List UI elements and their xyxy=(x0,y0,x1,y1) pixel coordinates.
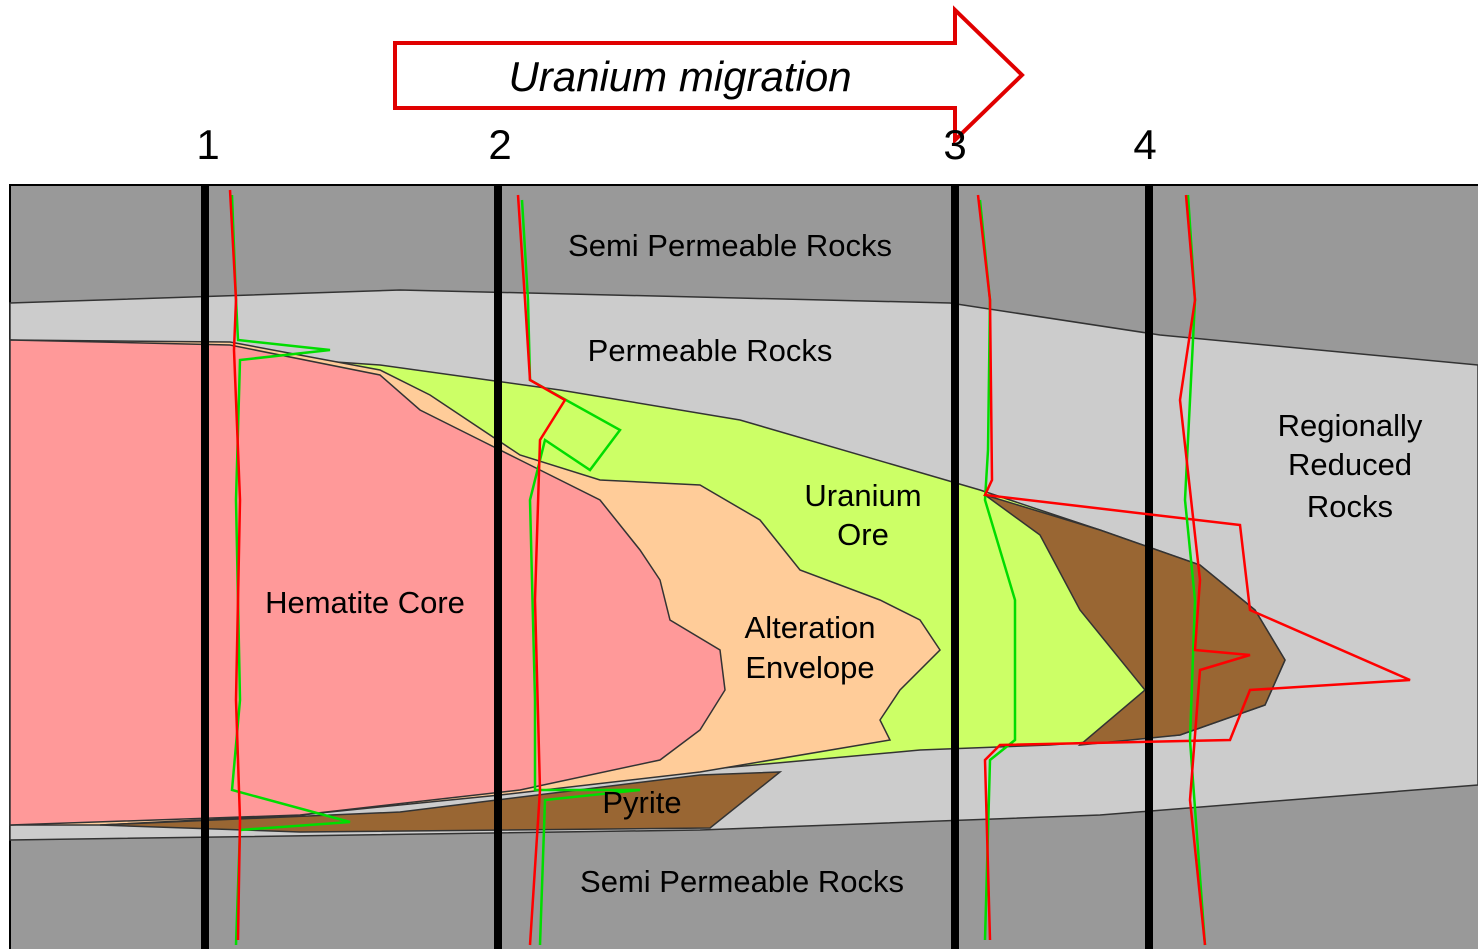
zone-label: Hematite Core xyxy=(265,585,465,620)
zone-label: Uranium xyxy=(804,478,921,513)
migration-arrow xyxy=(393,5,1025,145)
log-curve xyxy=(976,194,1411,941)
zone-label: Regionally xyxy=(1278,408,1423,443)
well-lines xyxy=(201,185,1153,949)
roll-front xyxy=(984,494,1286,746)
well-label: 1 xyxy=(196,121,219,168)
zone-label: Permeable Rocks xyxy=(588,333,833,368)
well-label: 2 xyxy=(488,121,511,168)
log-curve xyxy=(1178,194,1251,946)
log-curve xyxy=(516,194,567,946)
zone-label: Pyrite xyxy=(602,785,681,820)
log-curve xyxy=(230,194,351,946)
zone-label: Ore xyxy=(837,517,889,552)
well-label: 4 xyxy=(1133,121,1156,168)
zone-label: Rocks xyxy=(1307,489,1393,524)
hematite-core xyxy=(9,339,726,826)
arrow-label: Uranium migration xyxy=(508,53,851,100)
well-label: 3 xyxy=(943,121,966,168)
log-curves xyxy=(228,189,1411,946)
zone-label: Semi Permeable Rocks xyxy=(568,228,892,263)
zone-label: Alteration xyxy=(745,610,876,645)
zone-label: Semi Permeable Rocks xyxy=(580,864,904,899)
log-curve xyxy=(228,189,242,941)
zone-label: Envelope xyxy=(745,650,874,685)
zone-label: Reduced xyxy=(1288,447,1412,482)
pyrite xyxy=(99,771,783,833)
